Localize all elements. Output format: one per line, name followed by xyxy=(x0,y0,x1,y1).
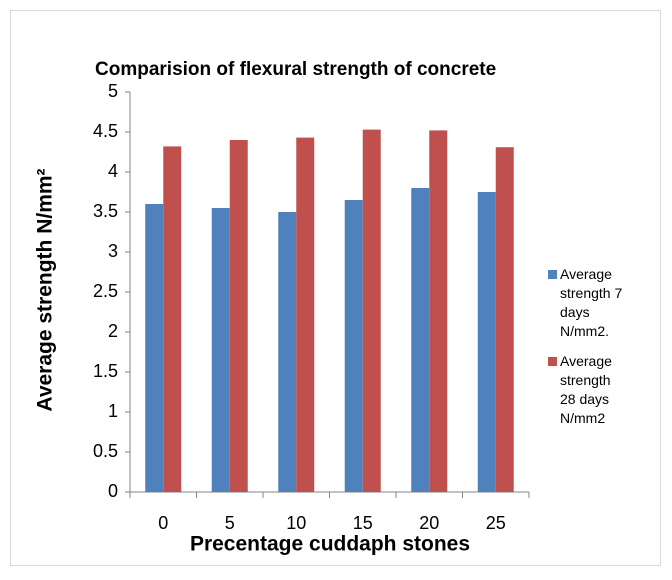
bar xyxy=(296,137,315,492)
bar xyxy=(278,212,297,492)
legend-label: Average strength 28 days N/mm2 xyxy=(560,353,612,426)
x-tick-label: 15 xyxy=(353,513,373,533)
y-tick-label: 3 xyxy=(108,241,118,261)
y-tick-label: 1.5 xyxy=(93,361,118,381)
y-tick-label: 2 xyxy=(108,321,118,341)
bar xyxy=(229,140,248,492)
x-tick-label: 20 xyxy=(419,513,439,533)
y-tick-label: 5 xyxy=(108,81,118,101)
bar xyxy=(344,200,363,492)
bar xyxy=(211,208,230,492)
bar xyxy=(163,146,182,492)
y-tick-label: 2.5 xyxy=(93,281,118,301)
bar xyxy=(411,188,430,492)
bar xyxy=(362,129,381,492)
x-tick-label: 5 xyxy=(225,513,235,533)
legend-swatch xyxy=(548,357,557,366)
y-tick-label: 0.5 xyxy=(93,441,118,461)
chart-border xyxy=(10,10,661,566)
x-axis-title: Precentage cuddaph stones xyxy=(190,533,470,556)
chart-title: Comparision of flexural strength of conc… xyxy=(95,59,496,80)
y-tick-label: 4 xyxy=(108,161,118,181)
y-tick-label: 1 xyxy=(108,401,118,421)
bar xyxy=(477,192,496,492)
y-axis-title: Average strength N/mm² xyxy=(34,168,57,411)
bar xyxy=(429,130,448,492)
bar xyxy=(145,204,164,492)
y-tick-label: 4.5 xyxy=(93,121,118,141)
x-tick-label: 0 xyxy=(158,513,168,533)
y-tick-label: 3.5 xyxy=(93,201,118,221)
legend-item: Average strength 7 days N/mm2. xyxy=(548,265,626,341)
legend-swatch xyxy=(548,270,557,279)
legend-label: Average strength 7 days N/mm2. xyxy=(560,266,623,339)
bar xyxy=(495,147,514,492)
x-tick-label: 25 xyxy=(486,513,506,533)
x-tick-label: 10 xyxy=(286,513,306,533)
legend-item: Average strength 28 days N/mm2 xyxy=(548,352,626,428)
y-tick-label: 0 xyxy=(108,481,118,501)
